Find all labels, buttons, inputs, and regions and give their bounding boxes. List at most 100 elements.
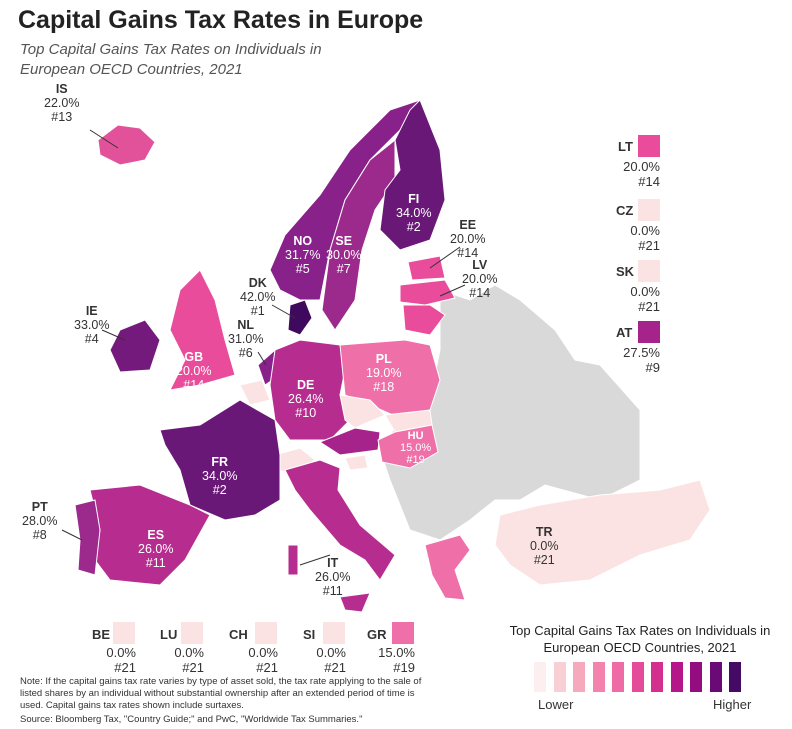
label-ES: ES 26.0% #11: [138, 528, 174, 570]
leader-IS: [89, 129, 119, 149]
country-LT: [402, 304, 446, 336]
box-rate: 15.0%: [378, 645, 415, 660]
swatch-CH: [255, 622, 277, 644]
country-IE: [109, 319, 161, 373]
box-rate: 0.0%: [106, 645, 136, 660]
country-TR: [494, 479, 711, 586]
country-CZ: [339, 394, 386, 429]
country-FI: [379, 99, 446, 251]
label-HU: HU 15.0% #19: [400, 430, 432, 466]
leader-IE: [101, 329, 126, 341]
label-GB: GB 20.0% #14: [176, 350, 212, 392]
box-rank: #14: [638, 174, 660, 189]
legend-swatch: [670, 662, 683, 692]
swatch-BE: [113, 622, 135, 644]
legend-swatch: [534, 662, 546, 692]
box-rank: #21: [256, 660, 278, 675]
box-rate: 20.0%: [623, 159, 660, 174]
legend-swatch: [573, 662, 585, 692]
legend-title: Top Capital Gains Tax Rates on Individua…: [509, 623, 771, 655]
box-code: LT: [618, 139, 633, 154]
box-rank: #21: [638, 238, 660, 253]
country-BE: [239, 379, 271, 406]
swatch-SI: [323, 622, 345, 644]
legend-high-label: Higher: [713, 697, 752, 712]
country-GB: [169, 269, 236, 391]
legend-swatch: [553, 662, 566, 692]
label-DK: DK 42.0% #1: [240, 276, 276, 318]
leader-NL: [257, 351, 267, 366]
label-PT: PT 28.0% #8: [22, 500, 58, 542]
box-rate: 0.0%: [248, 645, 278, 660]
leader-PT: [61, 529, 83, 541]
label-TR: TR 0.0% #21: [530, 525, 559, 567]
legend-low-label: Lower: [538, 697, 574, 712]
box-rank: #21: [324, 660, 346, 675]
box-rank: #9: [645, 360, 660, 375]
legend-swatch: [651, 662, 663, 692]
box-rate: 0.0%: [316, 645, 346, 660]
box-rank: #19: [393, 660, 415, 675]
legend-swatch: [631, 662, 644, 692]
country-SE: [321, 138, 396, 331]
swatch-LU: [181, 622, 203, 644]
box-code: AT: [616, 325, 633, 340]
box-code: CH: [229, 627, 248, 642]
swatch-CZ: [638, 199, 660, 221]
box-code: BE: [92, 627, 111, 642]
country-GR: [424, 534, 471, 601]
subtitle: Top Capital Gains Tax Rates on Individua…: [20, 41, 322, 78]
label-FI: FI 34.0% #2: [396, 192, 432, 234]
legend-swatch: [709, 662, 722, 692]
box-rate: 27.5%: [623, 345, 660, 360]
box-code: LU: [160, 627, 178, 642]
box-rate: 0.0%: [630, 223, 660, 238]
label-NO: NO 31.7% #5: [285, 234, 321, 276]
swatch-LT: [638, 135, 660, 157]
leader-EE: [429, 246, 461, 269]
box-rank: #21: [114, 660, 136, 675]
country-IS: [97, 124, 156, 166]
legend-swatch: [729, 662, 741, 692]
country-IT-sicily: [339, 592, 371, 613]
label-PL: PL 19.0% #18: [366, 352, 402, 394]
country-FR: [159, 399, 281, 521]
label-NL: NL 31.0% #6: [228, 318, 264, 360]
country-SI: [344, 454, 369, 471]
country-EE: [407, 255, 446, 281]
page-title: Capital Gains Tax Rates in Europe: [18, 6, 424, 34]
box-rate: 0.0%: [174, 645, 204, 660]
country-DK: [287, 299, 313, 336]
leader-DK: [271, 304, 296, 319]
legend-swatch: [612, 662, 624, 692]
box-code: SI: [303, 627, 316, 642]
swatch-SK: [638, 260, 660, 282]
label-LV: LV 20.0% #14: [462, 258, 498, 300]
label-EE: EE 20.0% #14: [450, 218, 486, 260]
label-DE: DE 26.4% #10: [288, 378, 324, 420]
source-note: Source: Bloomberg Tax, "Country Guide;" …: [20, 714, 363, 725]
box-rate: 0.0%: [630, 284, 660, 299]
box-rank: #21: [182, 660, 204, 675]
country-LV: [399, 279, 456, 306]
box-code: SK: [616, 264, 635, 279]
footnote: Note: If the capital gains tax rate vari…: [20, 676, 422, 711]
country-IT: [284, 459, 396, 581]
label-IT: IT 26.0% #11: [315, 556, 351, 598]
leader-LV: [439, 284, 466, 297]
country-IT-sardinia: [287, 544, 299, 576]
box-code: GR: [367, 627, 387, 642]
box-rank: #21: [638, 299, 660, 314]
legend-swatch: [592, 662, 605, 692]
label-SE: SE 30.0% #7: [326, 234, 362, 276]
leader-IT: [299, 554, 331, 566]
swatch-AT: [638, 321, 660, 343]
label-IS: IS 22.0% #13: [44, 82, 80, 124]
country-HU: [377, 424, 439, 469]
legend-swatch: [690, 662, 702, 692]
country-PT: [74, 499, 101, 576]
label-FR: FR 34.0% #2: [202, 455, 238, 497]
label-IE: IE 33.0% #4: [74, 304, 110, 346]
